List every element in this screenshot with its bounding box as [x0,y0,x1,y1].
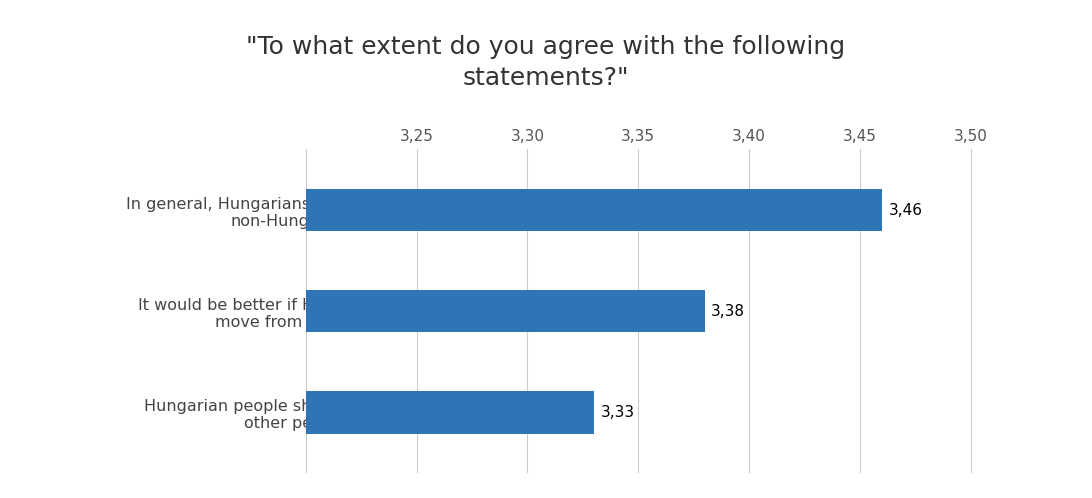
Bar [306,189,882,232]
Bar [306,391,594,434]
Bar [306,290,704,333]
Text: "To what extent do you agree with the following
statements?": "To what extent do you agree with the fo… [247,35,845,91]
Text: 3,33: 3,33 [601,405,634,420]
Text: 3,38: 3,38 [711,304,746,319]
Text: 3,46: 3,46 [889,203,923,218]
